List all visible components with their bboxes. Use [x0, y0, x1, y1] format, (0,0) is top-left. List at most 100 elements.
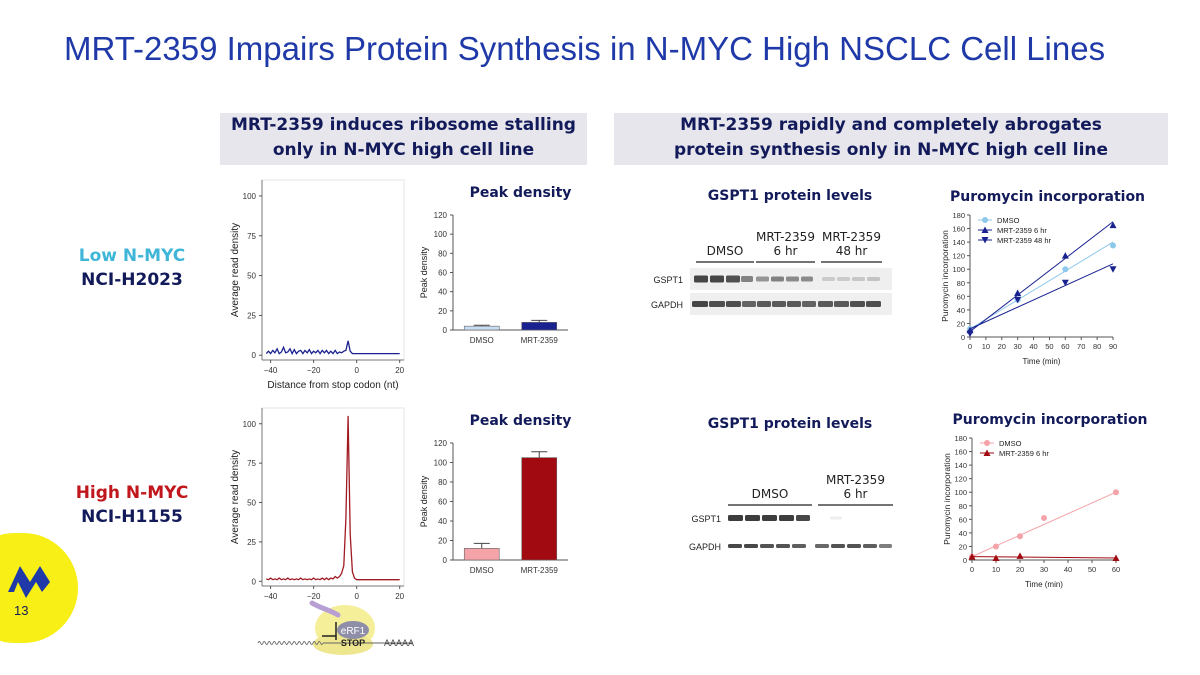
high-puro-x-tick-label: 10 — [992, 565, 1000, 574]
low-puro-legend-marker — [981, 237, 989, 244]
high-peak-y-tick-label: 0 — [443, 556, 448, 565]
high-blot-band — [762, 515, 777, 521]
low-ribo-y-tick-label: 25 — [247, 311, 256, 320]
low-blot-band — [787, 301, 801, 307]
low-peak-bar-dmso — [463, 325, 500, 331]
low-puro-data-point — [1110, 242, 1116, 249]
low-blot-band-label: GAPDH — [651, 300, 683, 310]
high-ribo-y-tick-label: 50 — [247, 499, 256, 508]
high-blot-group-label: 6 hr — [844, 487, 868, 501]
mrna-strand-icon — [257, 641, 324, 645]
high-peak-title: Peak density — [470, 413, 572, 429]
high-blot-band — [776, 544, 790, 548]
low-blot-band — [866, 301, 881, 307]
high-ribo-density-line — [266, 415, 400, 581]
high-blot-band — [744, 544, 758, 548]
high-blot-band-label: GAPDH — [689, 542, 721, 552]
left-banner-line-1: MRT-2359 induces ribosome stalling — [231, 115, 576, 135]
low-puro-y-tick-label: 100 — [952, 265, 965, 274]
low-puro-x-tick-label: 70 — [1077, 342, 1085, 351]
high-puro-fit-line — [971, 556, 1117, 559]
low-puro-y-tick-label: 140 — [952, 238, 965, 247]
high-peak-bar-mrt-2359 — [521, 457, 558, 561]
low-puro-data-point — [1062, 266, 1069, 273]
high-ribo-plot-frame — [261, 407, 405, 587]
low-puro-data-point — [1061, 279, 1069, 287]
high-puro-y-tick-label: 80 — [959, 502, 967, 511]
high-blot-band-label: GSPT1 — [691, 514, 721, 524]
high-ribo-x-tick-label: −40 — [264, 592, 278, 601]
high-peak-category-label: MRT-2359 — [521, 566, 559, 575]
high-peak-y-tick-label: 80 — [438, 478, 447, 487]
low-ribo-y-tick-label: 75 — [247, 232, 256, 241]
low-ribo-y-axis-label: Average read density — [230, 223, 241, 317]
low-ribo-y-tick-label: 50 — [247, 272, 256, 281]
low-peak-y-tick-label: 80 — [438, 249, 447, 258]
high-ribo-y-tick-label: 0 — [252, 577, 257, 586]
low-blot-band — [786, 276, 799, 282]
page-title: MRT-2359 Impairs Protein Synthesis in N-… — [64, 30, 1106, 67]
high-puro-y-tick-label: 140 — [954, 461, 967, 470]
low-blot-band — [801, 276, 813, 282]
high-blot-band — [779, 515, 794, 521]
high-blot-group-label: DMSO — [752, 487, 789, 501]
low-puro-x-tick-label: 40 — [1029, 342, 1037, 351]
low-peak-y-tick-label: 40 — [438, 288, 447, 297]
high-blot-band — [792, 544, 806, 548]
high-puro-data-point — [1113, 489, 1119, 496]
high-peak-y-tick-label: 40 — [438, 517, 447, 526]
low-ribo-y-tick-label: 0 — [252, 351, 257, 360]
low-blot-band — [850, 301, 865, 307]
left-banner-line-2: only in N-MYC high cell line — [272, 140, 535, 160]
low-puro-x-tick-label: 80 — [1093, 342, 1101, 351]
high-ribo-x-tick-label: −20 — [307, 592, 321, 601]
high-blot-band — [760, 544, 774, 548]
low-puro-x-tick-label: 20 — [998, 342, 1006, 351]
high-nmyc-label: High N-MYC — [75, 483, 189, 503]
low-blot-band — [834, 301, 849, 307]
low-peak-y-axis-label: Peak density — [419, 246, 429, 298]
high-puro-x-tick-label: 20 — [1016, 565, 1024, 574]
low-puro-data-point — [1014, 289, 1022, 296]
low-puro-legend-label: MRT-2359 6 hr — [997, 226, 1047, 235]
low-ribo-x-tick-label: 20 — [395, 366, 404, 375]
low-ribo-x-tick-label: −40 — [264, 366, 278, 375]
low-blot-band — [741, 276, 753, 282]
right-banner-line-1: MRT-2359 rapidly and completely abrogate… — [680, 115, 1102, 135]
high-ribo-y-tick-label: 25 — [247, 538, 256, 547]
high-puro-legend-marker — [983, 449, 991, 456]
low-puro-y-tick-label: 60 — [957, 292, 965, 301]
low-puro-x-tick-label: 90 — [1109, 342, 1117, 351]
high-puro-x-tick-label: 40 — [1064, 565, 1072, 574]
low-ribo-y-tick-label: 100 — [243, 192, 257, 201]
low-puro-x-tick-label: 10 — [982, 342, 990, 351]
right-section-banner: MRT-2359 rapidly and completely abrogate… — [614, 113, 1168, 165]
high-puro-x-axis-label: Time (min) — [1025, 580, 1063, 589]
low-puro-x-tick-label: 60 — [1061, 342, 1069, 351]
high-puro-y-tick-label: 180 — [954, 434, 967, 443]
low-puro-x-tick-label: 50 — [1045, 342, 1053, 351]
low-blot-group-label: 48 hr — [836, 244, 868, 258]
high-peak-category-label: DMSO — [470, 566, 494, 575]
low-blot-band — [709, 301, 725, 307]
nascent-peptide-icon — [309, 600, 341, 618]
low-blot-band — [742, 301, 756, 307]
high-puro-legend-label: MRT-2359 6 hr — [999, 449, 1049, 458]
low-puro-y-tick-label: 120 — [952, 252, 965, 261]
low-blot-band — [726, 301, 741, 307]
high-blot-band — [745, 515, 760, 521]
low-blot-band — [692, 301, 708, 307]
low-puro-y-axis-label: Puromycin incorporation — [940, 230, 950, 322]
high-puro-legend-marker — [984, 440, 990, 446]
low-blot-group-label: 6 hr — [774, 244, 798, 258]
high-puro-data-point — [1016, 552, 1024, 559]
high-puro-title: Puromycin incorporation — [952, 412, 1147, 428]
low-puro-y-tick-label: 160 — [952, 225, 965, 234]
low-blot-band — [757, 301, 771, 307]
high-puro-data-point — [1041, 514, 1047, 521]
high-blot-band — [728, 515, 743, 521]
polya-tail-label: AAAAA — [384, 638, 414, 648]
low-peak-y-tick-label: 0 — [443, 326, 448, 335]
low-blot-band — [802, 301, 816, 307]
